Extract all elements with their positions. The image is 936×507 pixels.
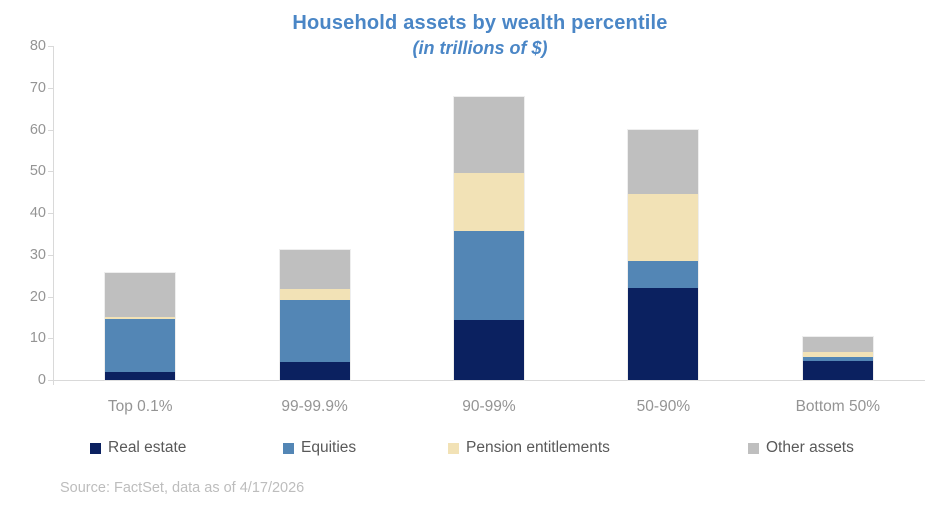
bar-segment-real-estate	[105, 372, 176, 380]
x-axis-label: Bottom 50%	[795, 398, 881, 415]
y-axis-line	[53, 46, 54, 380]
legend-label: Real estate	[108, 439, 187, 456]
y-axis-label: 60	[29, 121, 46, 138]
y-axis-label: 70	[29, 79, 46, 96]
bar-99-99.9%	[279, 250, 350, 380]
bar-segment-pension-entitlements	[802, 351, 873, 358]
y-axis-tick	[48, 171, 53, 173]
legend-label: Pension entitlements	[466, 439, 610, 456]
bar-segment-other-assets	[628, 129, 699, 194]
y-axis-label: 10	[29, 330, 46, 347]
y-axis-tick	[48, 213, 53, 214]
legend-swatch-equities	[283, 442, 294, 454]
bar-segment-equities	[628, 261, 699, 289]
legend-swatch-real-estate	[90, 442, 101, 454]
legend-item-other-assets: Other assets	[748, 440, 854, 456]
y-axis-label: 30	[29, 246, 46, 263]
chart-title: Household assets by wealth percentile	[292, 12, 668, 34]
legend-label: Other assets	[766, 439, 854, 456]
bar-segment-real-estate	[279, 362, 350, 380]
x-axis-line	[53, 380, 925, 381]
x-axis-label: 50-90%	[636, 398, 691, 415]
y-axis-tick	[48, 87, 53, 89]
y-axis-tick	[48, 46, 53, 47]
y-axis-tick	[48, 129, 53, 131]
x-axis-label: 99-99.9%	[281, 398, 348, 415]
bar-segment-other-assets	[454, 97, 524, 173]
legend-swatch-pension-entitlements	[448, 442, 459, 454]
y-axis-label: 40	[29, 205, 46, 221]
x-axis-label: Top 0.1%	[107, 398, 173, 415]
legend-label: Equities	[301, 439, 357, 456]
bar-segment-equities	[279, 300, 350, 363]
bar-segment-real-estate	[454, 320, 524, 380]
bar-segment-pension-entitlements	[279, 288, 350, 301]
x-axis-label: 90-99%	[462, 398, 516, 415]
bar-segment-pension-entitlements	[628, 193, 699, 262]
source-note: Source: FactSet, data as of 4/17/2026	[60, 480, 305, 496]
y-axis-label: 20	[29, 288, 46, 305]
bar-segment-equities	[802, 357, 873, 362]
bar-segment-real-estate	[802, 361, 873, 380]
bar-segment-pension-entitlements	[105, 316, 176, 319]
bar-segment-other-assets	[279, 250, 350, 289]
legend-item-pension-entitlements: Pension entitlements	[448, 440, 610, 456]
legend-item-equities: Equities	[283, 440, 356, 456]
bar-Top 0.1%	[105, 272, 176, 380]
y-axis-tick	[48, 254, 53, 256]
bar-90-99%	[454, 97, 524, 380]
chart-subtitle: (in trillions of $)	[412, 38, 548, 58]
bar-segment-equities	[454, 230, 524, 321]
y-axis-tick	[48, 380, 53, 381]
y-axis-label: 50	[29, 163, 46, 180]
legend-item-real-estate: Real estate	[90, 440, 186, 456]
x-axis-origin-tick	[53, 380, 54, 385]
bar-segment-other-assets	[802, 337, 873, 352]
bar-segment-other-assets	[105, 272, 176, 317]
bar-segment-pension-entitlements	[454, 172, 524, 231]
bar-Bottom 50%	[802, 337, 873, 380]
y-axis-label: 80	[29, 38, 46, 54]
bar-50-90%	[628, 129, 699, 380]
y-axis-tick	[48, 338, 53, 340]
legend-swatch-other-assets	[748, 442, 759, 454]
bar-segment-equities	[105, 318, 176, 373]
y-axis-label: 0	[37, 372, 46, 388]
y-axis-tick	[48, 296, 53, 298]
bar-segment-real-estate	[628, 288, 699, 380]
